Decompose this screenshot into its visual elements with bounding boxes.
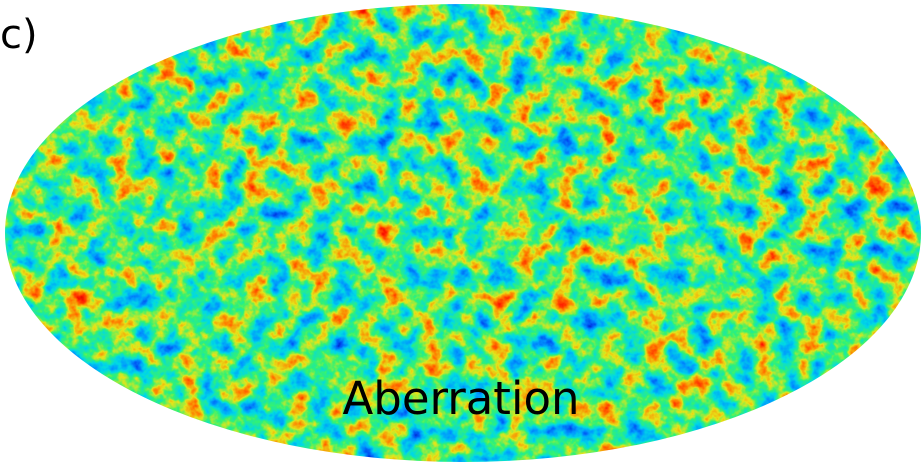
page: c) Aberration (() => { const data = JSON… xyxy=(0,0,921,463)
map-label: Aberration xyxy=(342,372,579,425)
panel-label: c) xyxy=(0,12,38,58)
figure: c) Aberration xyxy=(0,0,921,463)
